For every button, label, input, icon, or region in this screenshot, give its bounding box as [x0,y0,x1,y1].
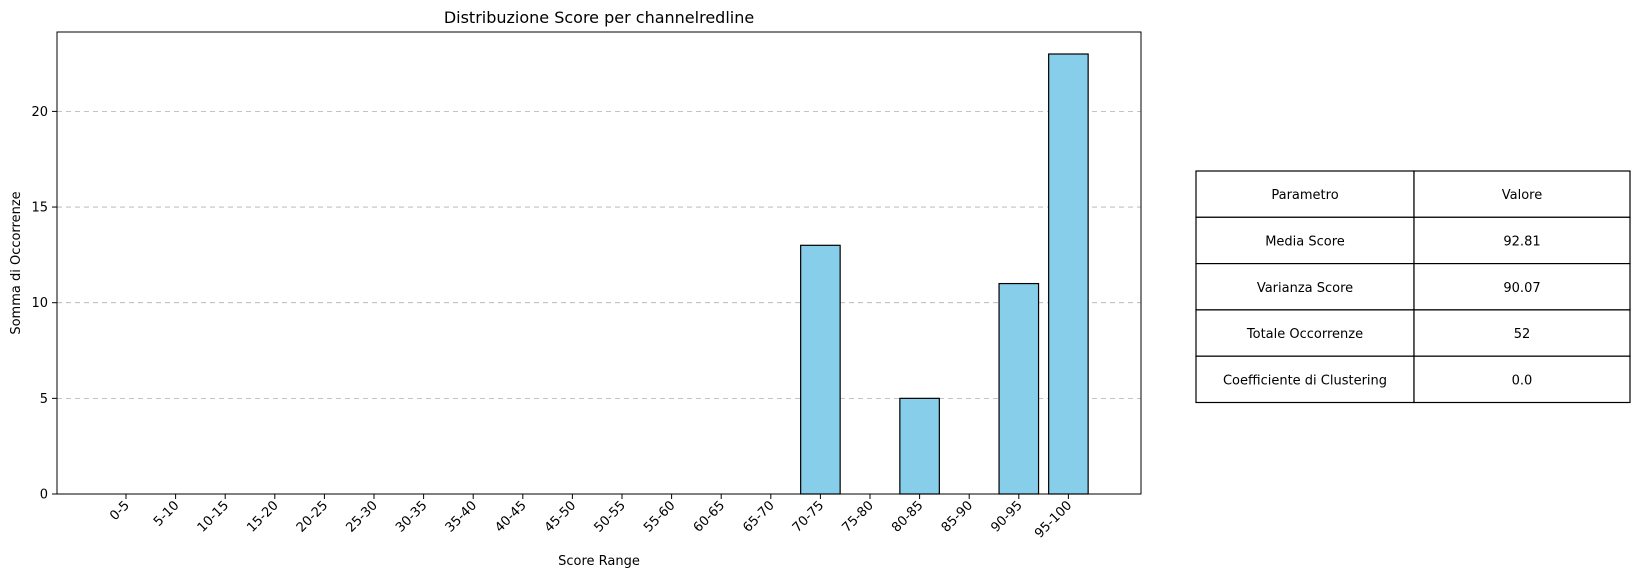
y-tick-label: 20 [31,105,48,120]
table-cell [1413,263,1631,311]
x-tick-label: 20-25 [294,498,331,535]
x-tick-label: 60-65 [691,498,728,535]
table-cell [1413,355,1631,404]
y-tick-label: 15 [31,201,48,216]
table-cell [1195,309,1415,357]
table-value: 92.81 [1503,234,1540,249]
x-tick-label: 55-60 [641,498,678,535]
table-value: 0.0 [1512,373,1533,388]
x-tick-label: 25-30 [344,498,381,535]
x-tick-label: 30-35 [393,498,430,535]
bar [1048,53,1089,495]
x-tick-label: 70-75 [790,498,827,535]
table-value: 52 [1514,327,1531,342]
table-header-label: Parametro [1271,188,1338,203]
x-tick-label: 75-80 [840,498,877,535]
y-tick-label: 0 [40,488,48,503]
table-param-label: Media Score [1265,234,1345,249]
y-tick-label: 5 [40,392,48,407]
stats-table: Parametro Valore Media Score 92.81 Varianza … [1195,170,1631,404]
y-axis: 0 5 10 15 20 [31,105,57,503]
table-cell [1413,216,1631,265]
plot-frame [56,31,1142,495]
x-tick-label: 15-20 [244,498,281,535]
x-tick-label: 35-40 [443,498,480,535]
x-tick-label: 80-85 [889,498,926,535]
x-tick-label: 0-5 [107,498,133,524]
table-cell [1195,355,1415,404]
x-tick-label: 5-10 [151,498,182,529]
x-axis: 0-5 5-10 10-15 15-20 20-25 25-30 30-35 35-40 40-… [107,494,1075,541]
bar [899,397,940,495]
x-tick-label: 95-100 [1032,498,1075,541]
x-axis-title: Score Range [558,554,640,569]
chart-title: Distribuzione Score per channelredline [444,8,754,27]
x-tick-label: 65-70 [740,498,777,535]
x-tick-label: 45-50 [542,498,579,535]
x-tick-label: 85-90 [939,498,976,535]
table-param-label: Varianza Score [1257,281,1353,296]
table-cell [1413,309,1631,357]
table-header-cell [1413,170,1631,218]
y-tick-label: 10 [31,296,48,311]
table-value: 90.07 [1503,281,1540,296]
bar [800,244,841,495]
table-param-label: Coefficiente di Clustering [1223,373,1387,388]
x-tick-label: 40-45 [492,498,529,535]
table-cell [1195,216,1415,265]
table-header-label: Valore [1502,188,1542,203]
table-header-cell [1195,170,1415,218]
bars [800,53,1089,495]
x-tick-label: 10-15 [195,498,232,535]
bar [998,282,1040,495]
y-axis-title: Somma di Occorrenze [9,191,24,334]
x-tick-label: 50-55 [592,498,629,535]
table-param-label: Totale Occorrenze [1246,327,1363,342]
grid-lines [57,110,1141,399]
x-tick-label: 90-95 [988,498,1025,535]
